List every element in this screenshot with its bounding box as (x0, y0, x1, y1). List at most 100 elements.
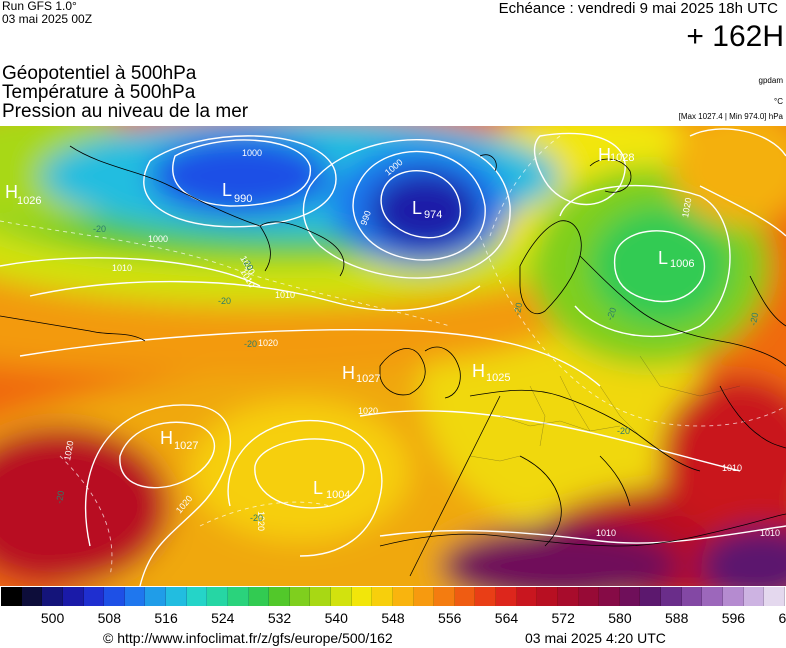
color-scale-tick: 516 (154, 610, 178, 626)
color-swatch (62, 587, 84, 606)
run-info: Run GFS 1.0° 03 mai 2025 00Z (2, 0, 92, 26)
color-swatch (640, 587, 661, 606)
title-temperature: Température à 500hPa (2, 82, 196, 103)
color-swatch (619, 587, 641, 606)
low-pressure-center: L 990 (222, 180, 252, 205)
high-pressure-center: H 1027 (160, 428, 198, 452)
low-pressure-center: L 974 (412, 198, 442, 221)
color-swatch (681, 587, 703, 606)
isobar-label: 1010 (275, 290, 295, 300)
color-swatch (496, 587, 517, 606)
color-swatch (227, 587, 249, 606)
isobar-label: 1020 (258, 338, 278, 348)
color-swatch (722, 587, 744, 606)
color-swatch (21, 587, 43, 606)
weather-map: H 1026 L 990 L 974 H 1028 L 1006 H 1027 (0, 126, 786, 586)
svg-text:L: L (412, 198, 422, 218)
color-scale-tick: 508 (97, 610, 121, 626)
color-swatch (702, 587, 723, 606)
color-swatch (104, 587, 125, 606)
isobar-label: 1020 (62, 440, 75, 461)
svg-text:H: H (160, 428, 173, 448)
svg-text:1028: 1028 (610, 152, 634, 164)
svg-text:1006: 1006 (670, 258, 694, 270)
svg-text:L: L (313, 478, 323, 498)
geopotential-field (0, 126, 786, 586)
high-pressure-center: H 1026 (5, 182, 41, 207)
color-swatch (537, 587, 558, 606)
isobar-label: 1020 (358, 406, 378, 416)
generated-time: 03 mai 2025 4:20 UTC (525, 630, 666, 646)
low-pressure-center: L 1004 (313, 478, 350, 501)
svg-text:H: H (342, 363, 355, 383)
isobars (0, 128, 786, 586)
color-swatch (413, 587, 435, 606)
color-scale-tick: 588 (664, 610, 689, 626)
color-swatch (351, 587, 373, 606)
color-swatch (310, 587, 331, 606)
color-swatch (83, 587, 105, 606)
pressure-range: [Max 1027.4 | Min 974.0] hPa (678, 112, 783, 121)
isobar-label: 1010 (722, 463, 742, 473)
color-swatch (42, 587, 63, 606)
color-swatch (392, 587, 414, 606)
isotherm-label: -20 (617, 426, 630, 436)
color-swatch (331, 587, 352, 606)
high-pressure-center: H 1027 (342, 363, 380, 385)
svg-text:H: H (5, 182, 18, 202)
color-swatch (434, 587, 455, 606)
coastlines (0, 145, 786, 577)
pressure-centers: H 1026 L 990 L 974 H 1028 L 1006 H 1027 (5, 145, 694, 501)
isotherm-label: -20 (250, 513, 263, 523)
color-scale-tick: 596 (721, 610, 746, 626)
svg-text:1004: 1004 (326, 489, 350, 501)
color-swatch (124, 587, 146, 606)
svg-text:1027: 1027 (356, 373, 380, 385)
isobar-label: 1000 (148, 234, 168, 244)
color-swatch (248, 587, 270, 606)
svg-text:L: L (222, 180, 232, 200)
isobar-label: 1020 (256, 511, 266, 531)
unit-temperature: °C (774, 97, 783, 106)
isobar-label: 1010 (760, 528, 780, 538)
run-date: 03 mai 2025 00Z (2, 12, 93, 26)
color-scale-tick: 564 (494, 610, 519, 626)
isotherm-label: -20 (218, 296, 231, 306)
isobar-label: 1020 (680, 197, 693, 218)
color-swatch (207, 587, 228, 606)
color-swatch (661, 587, 682, 606)
borders (469, 355, 741, 462)
svg-text:H: H (472, 361, 485, 381)
color-swatch (743, 587, 765, 606)
svg-text:1027: 1027 (174, 440, 198, 452)
isotherm-label: -20 (748, 312, 760, 327)
color-scale-tick: 556 (438, 610, 462, 626)
color-swatch (764, 587, 785, 606)
isotherm-label: -20 (244, 339, 257, 349)
isobar-label: 1000 (242, 148, 262, 158)
isobar-label: 1010 (596, 528, 616, 538)
unit-geopotential: gpdam (758, 76, 783, 85)
color-swatch (145, 587, 166, 606)
isotherm-label: -20 (54, 490, 66, 505)
color-swatch (269, 587, 290, 606)
source-url: © http://www.infoclimat.fr/z/gfs/europe/… (103, 630, 393, 646)
color-swatch (516, 587, 538, 606)
svg-text:H: H (598, 145, 611, 165)
high-pressure-center: H 1025 (472, 361, 510, 384)
lead-time: + 162H (686, 20, 784, 53)
isotherm-label: -20 (604, 306, 618, 322)
color-swatch (372, 587, 393, 606)
color-swatch (578, 587, 600, 606)
title-pressure: Pression au niveau de la mer (2, 101, 249, 122)
map-canvas: H 1026 L 990 L 974 H 1028 L 1006 H 1027 (0, 126, 786, 586)
color-swatch (289, 587, 311, 606)
high-pressure-center: H 1028 (598, 145, 634, 165)
color-scale-bar (1, 587, 785, 606)
color-scale-tick: 500 (40, 610, 65, 626)
svg-text:990: 990 (234, 193, 252, 205)
isotherms (0, 135, 786, 577)
color-swatch (557, 587, 579, 606)
model-line: Run GFS 1.0° (2, 0, 77, 13)
color-swatch (454, 587, 476, 606)
